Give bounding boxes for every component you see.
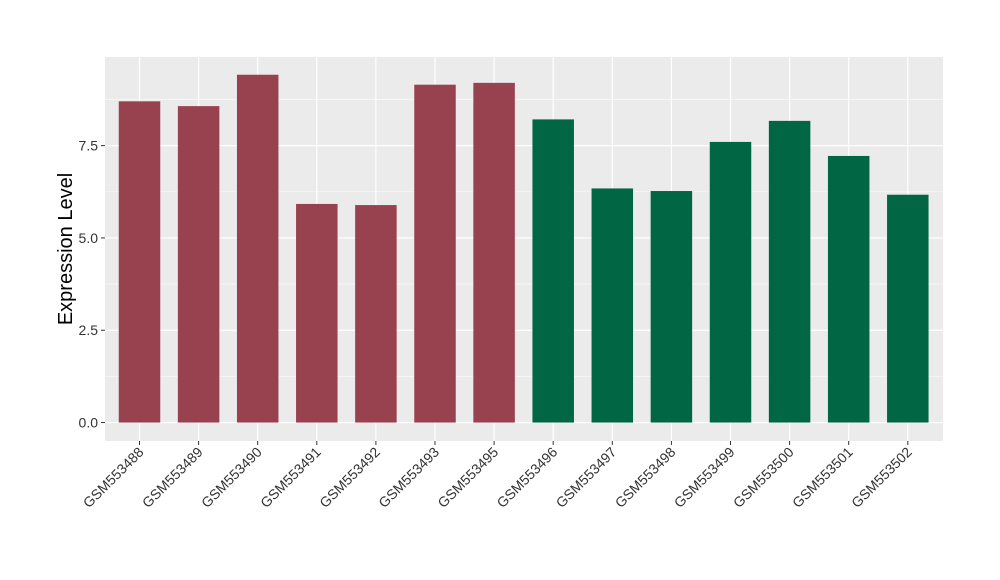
bar-gsm553495: [473, 82, 515, 423]
y-tick-label: 7.5: [79, 138, 99, 154]
y-tick-label: 2.5: [79, 322, 99, 338]
bar-gsm553501: [827, 155, 870, 423]
bar-gsm553489: [177, 106, 220, 423]
x-tick-label: GSM553502: [848, 444, 915, 511]
x-tick-label: GSM553488: [80, 444, 147, 511]
x-tick-label: GSM553497: [553, 444, 620, 511]
x-tick-label: GSM553491: [257, 444, 324, 511]
bar-gsm553496: [532, 119, 574, 423]
x-tick-label: GSM553492: [316, 444, 383, 511]
x-tick-label: GSM553500: [730, 444, 797, 511]
bar-gsm553497: [591, 188, 634, 423]
x-tick-label: GSM553498: [612, 444, 679, 511]
x-tick-label: GSM553499: [671, 444, 738, 511]
bar-gsm553488: [118, 101, 161, 423]
plot-panel: [105, 57, 943, 441]
y-tick-label: 0.0: [79, 415, 99, 431]
bar-gsm553493: [414, 84, 456, 423]
x-tick-label: GSM553495: [434, 444, 501, 511]
x-tick-label: GSM553493: [375, 444, 442, 511]
x-axis: GSM553488GSM553489GSM553490GSM553491GSM5…: [80, 441, 915, 511]
x-tick-label: GSM553501: [789, 444, 856, 511]
y-axis: 0.0 2.5 5.0 7.5: [79, 138, 105, 431]
bar-gsm553492: [355, 205, 397, 423]
bar-gsm553491: [296, 203, 338, 423]
bar-gsm553502: [887, 194, 929, 423]
x-tick-label: GSM553490: [198, 444, 265, 511]
bar-gsm553499: [709, 141, 752, 423]
bar-gsm553490: [236, 74, 279, 423]
bar-gsm553500: [768, 120, 811, 423]
x-tick-label: GSM553489: [139, 444, 206, 511]
x-tick-label: GSM553496: [493, 444, 560, 511]
bars: [118, 74, 929, 423]
y-tick-label: 5.0: [79, 230, 99, 246]
y-axis-title: Expression Level: [55, 173, 77, 325]
bar-gsm553498: [650, 191, 693, 423]
